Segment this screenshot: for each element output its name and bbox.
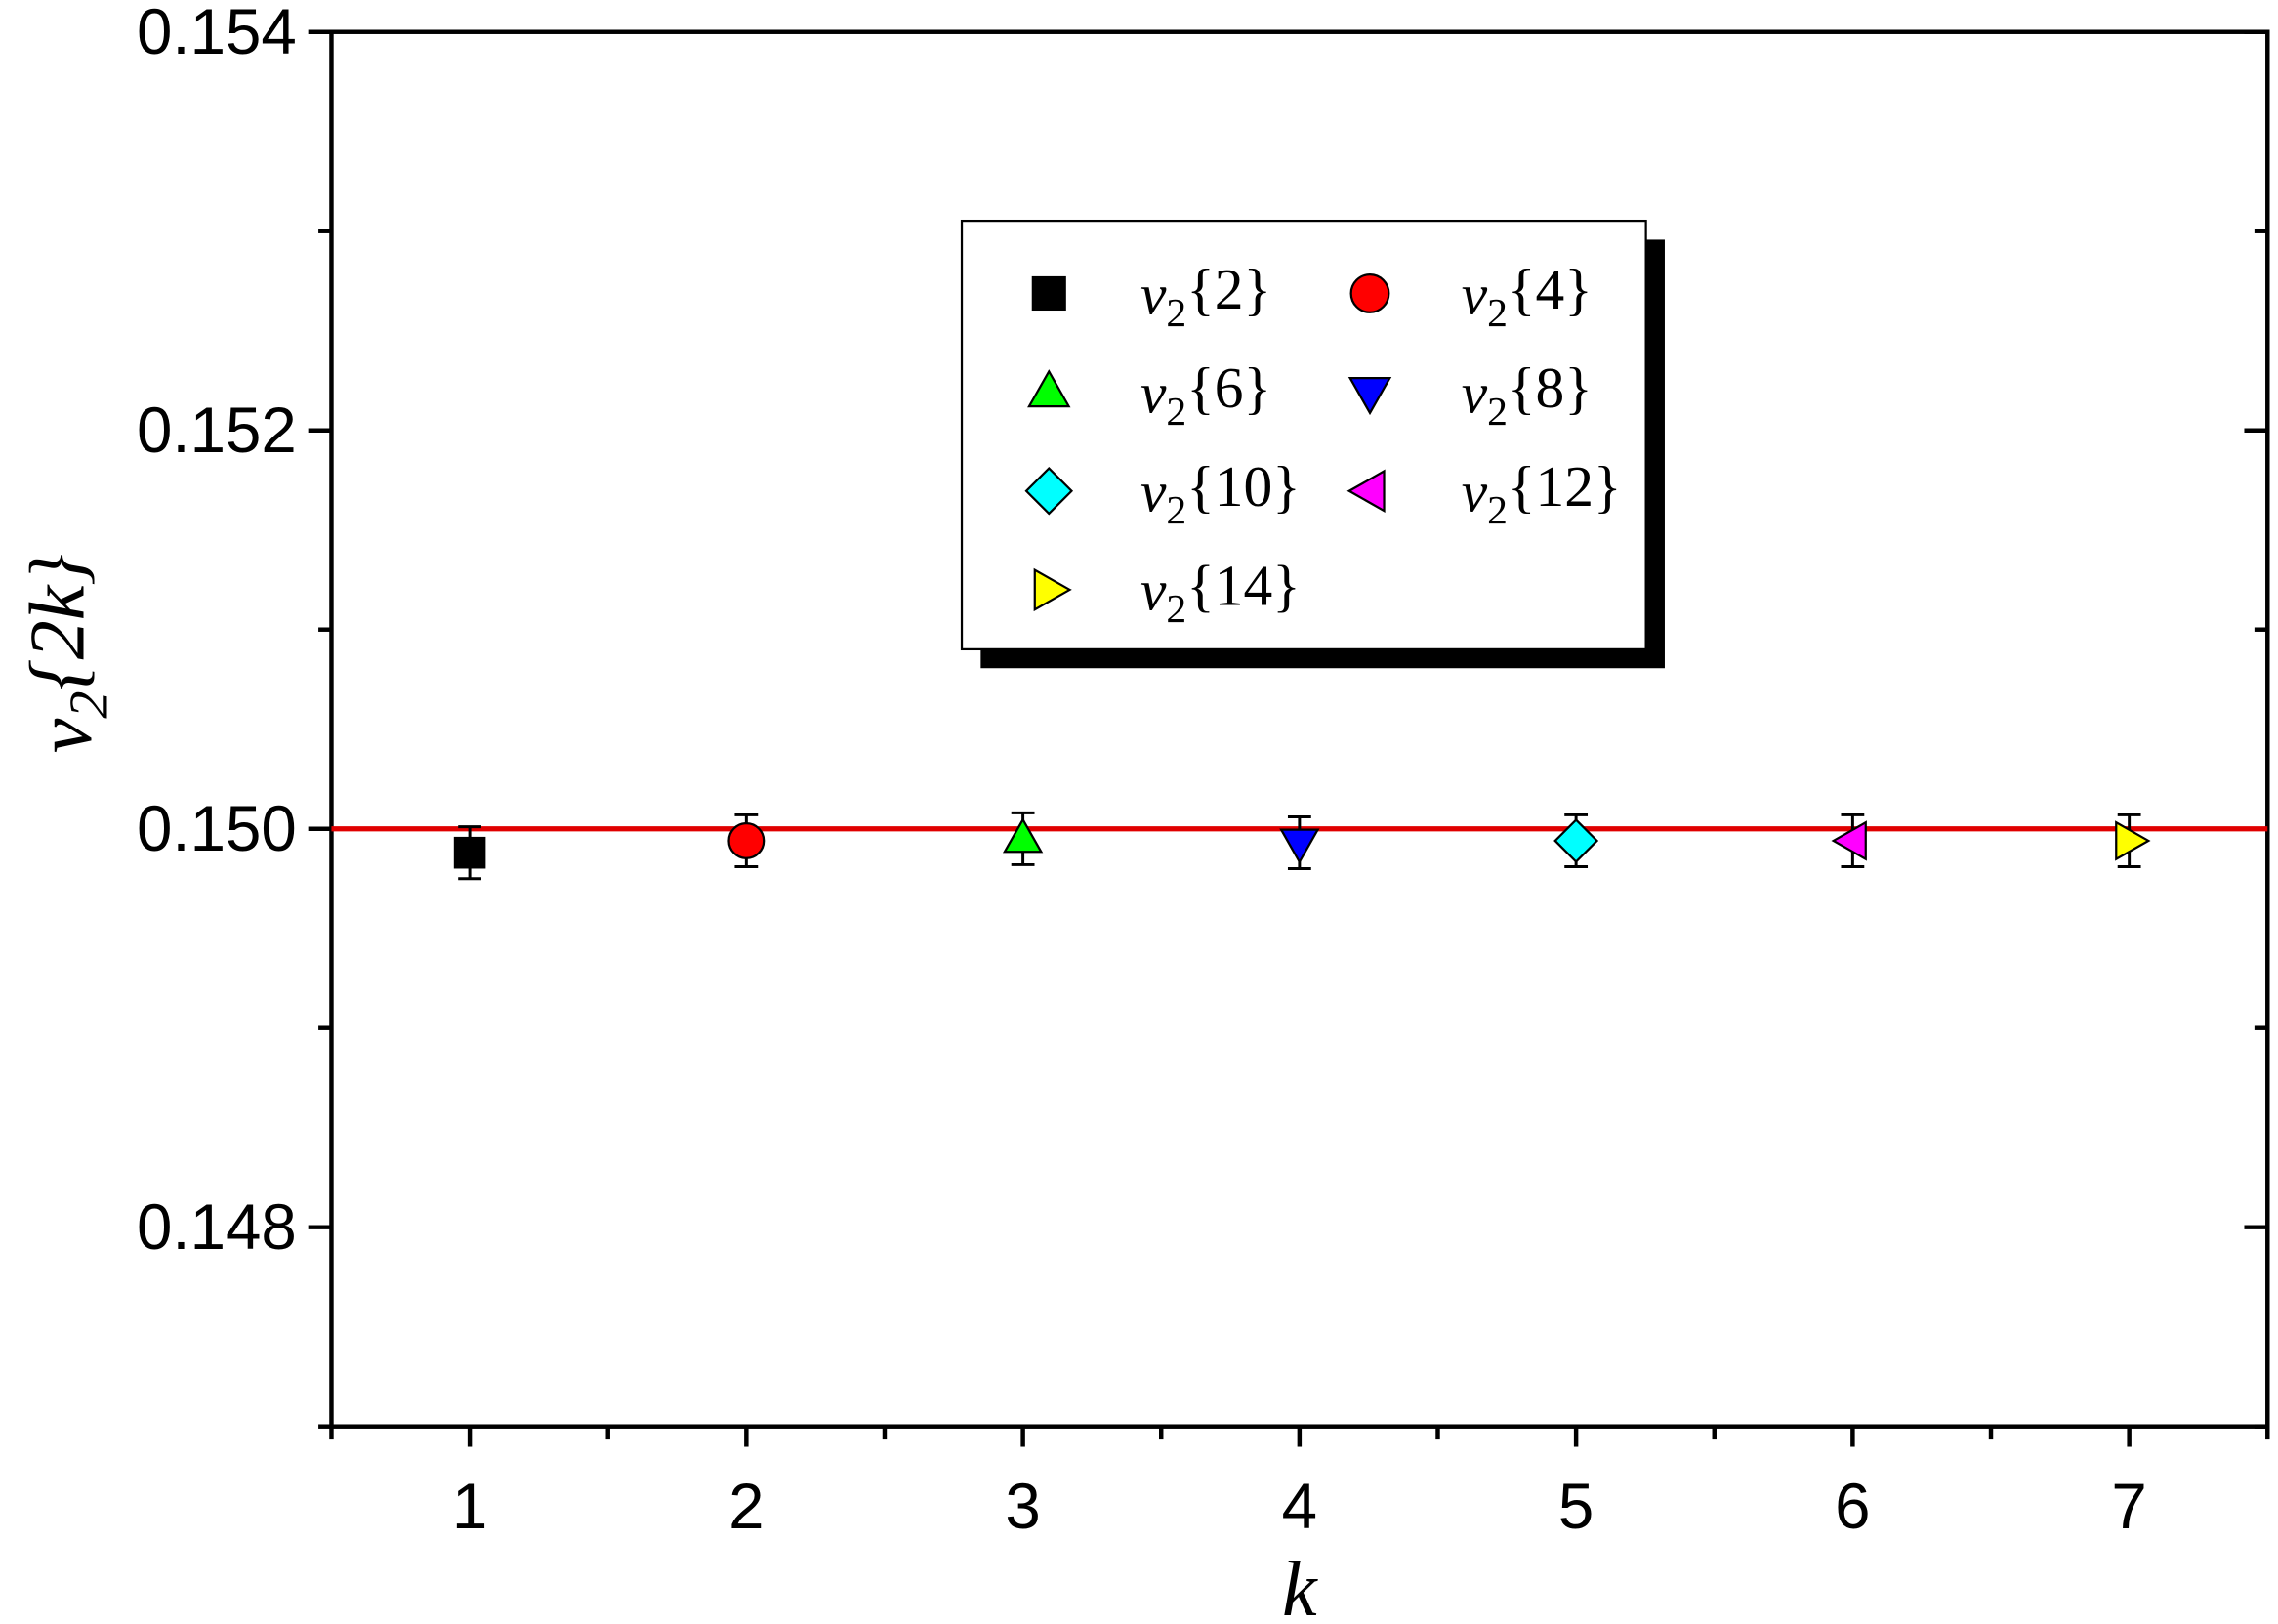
y-tick-label: 0.150 bbox=[137, 793, 297, 864]
x-tick-label: 2 bbox=[728, 1471, 764, 1542]
legend-label: v2{12} bbox=[1462, 454, 1622, 533]
x-tick-label: 1 bbox=[452, 1471, 487, 1542]
x-tick-label: 6 bbox=[1835, 1471, 1870, 1542]
legend-label: v2{2} bbox=[1140, 257, 1271, 336]
legend-box bbox=[960, 219, 1647, 651]
marker bbox=[727, 821, 766, 859]
y-axis-label: v2{2k} bbox=[14, 554, 119, 753]
marker bbox=[1831, 820, 1867, 861]
x-axis-label: k bbox=[1282, 1546, 1318, 1624]
marker bbox=[2115, 820, 2151, 861]
legend-label: v2{4} bbox=[1462, 257, 1593, 336]
legend-marker bbox=[1024, 466, 1074, 516]
legend-marker bbox=[1027, 369, 1071, 408]
marker bbox=[453, 836, 486, 869]
legend-marker bbox=[1031, 275, 1066, 312]
legend-label: v2{10} bbox=[1140, 454, 1301, 533]
marker bbox=[1553, 817, 1599, 863]
y-tick-label: 0.152 bbox=[137, 395, 297, 466]
x-tick-label: 4 bbox=[1282, 1471, 1317, 1542]
legend-marker bbox=[1346, 469, 1386, 513]
marker bbox=[1279, 828, 1320, 864]
legend-marker bbox=[1349, 273, 1390, 313]
y-tick-label: 0.154 bbox=[137, 0, 297, 67]
legend-marker bbox=[1033, 567, 1072, 612]
x-tick-label: 5 bbox=[1558, 1471, 1594, 1542]
legend-label: v2{14} bbox=[1140, 553, 1301, 632]
y-tick-label: 0.148 bbox=[137, 1191, 297, 1263]
x-tick-label: 3 bbox=[1005, 1471, 1040, 1542]
x-tick-label: 7 bbox=[2111, 1471, 2146, 1542]
legend-marker bbox=[1347, 377, 1392, 416]
legend-label: v2{8} bbox=[1462, 355, 1593, 435]
marker bbox=[1002, 817, 1044, 854]
legend-label: v2{6} bbox=[1140, 355, 1271, 435]
